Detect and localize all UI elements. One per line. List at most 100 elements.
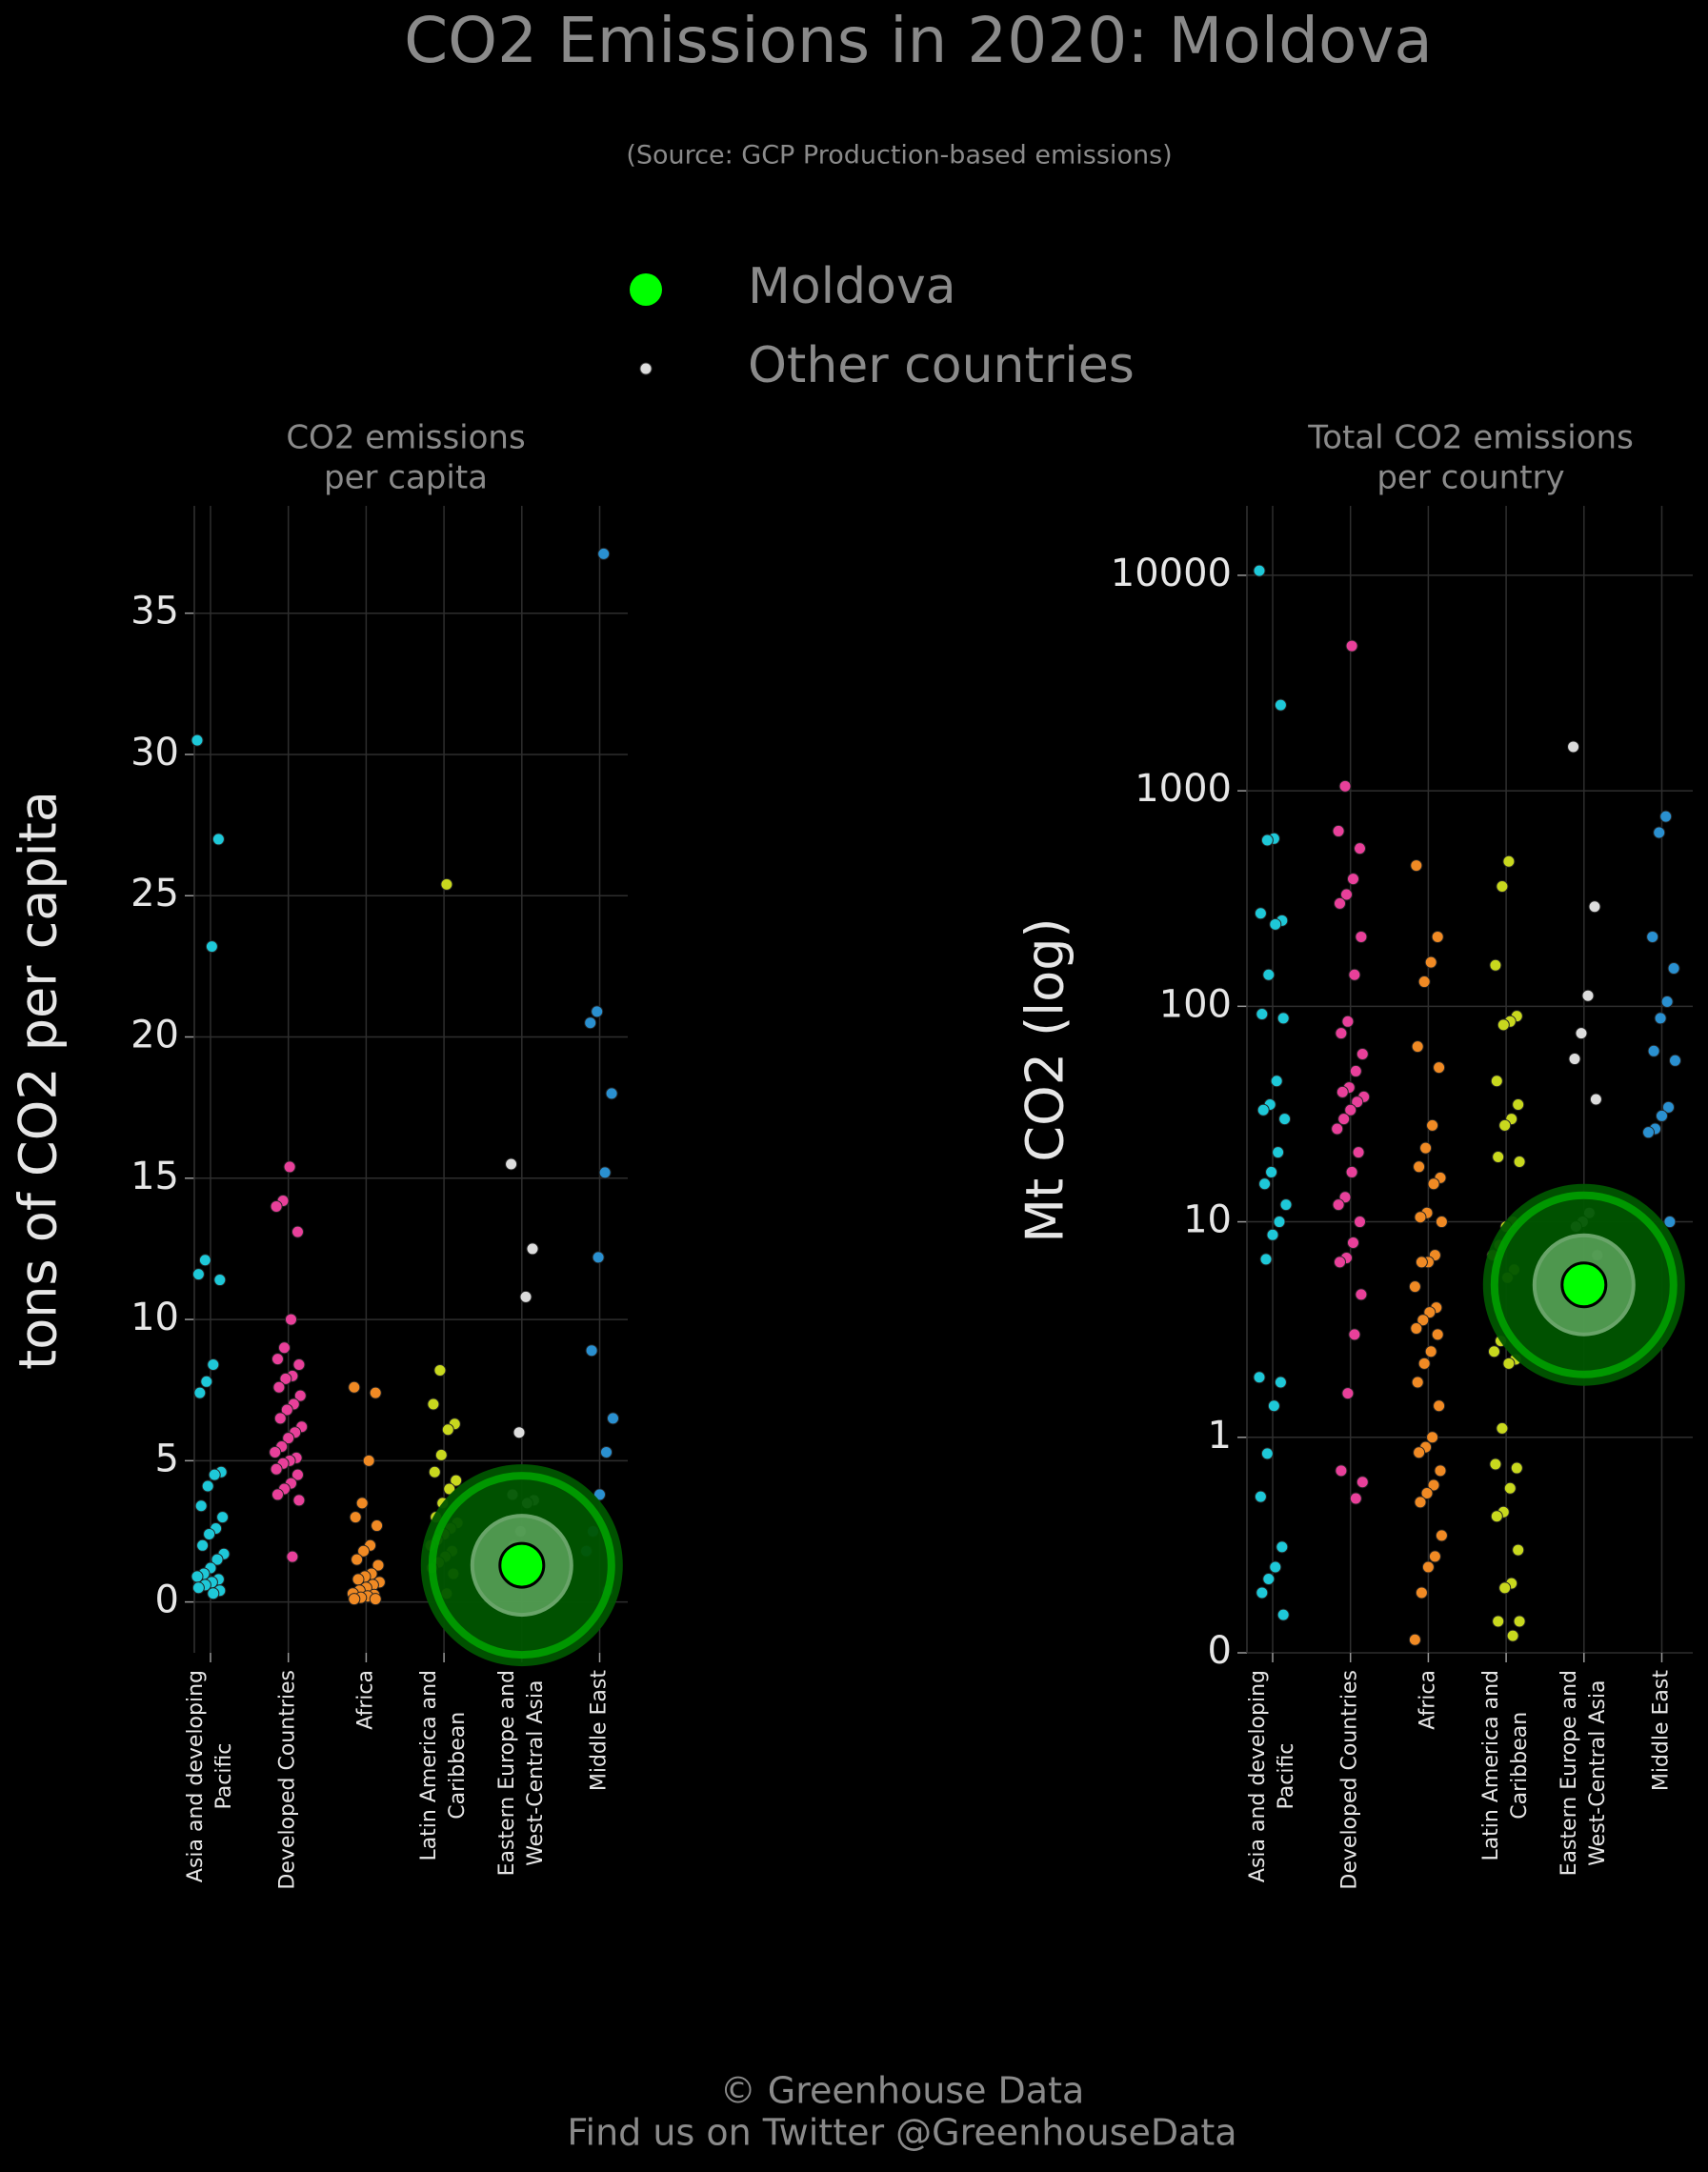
point	[273, 1412, 287, 1425]
point	[282, 1432, 295, 1445]
point	[1427, 1478, 1440, 1492]
point	[1434, 1464, 1447, 1478]
point	[1653, 826, 1666, 839]
panel-title: Total CO2 emissions	[1307, 419, 1634, 457]
x-tick-label: West-Central Asia	[524, 1680, 548, 1866]
x-tick-label: Eastern Europe and	[1557, 1670, 1581, 1876]
point	[1663, 1216, 1677, 1229]
point	[1654, 1012, 1667, 1025]
y-axis-label: Mt CO2 (log)	[1015, 917, 1075, 1242]
y-tick-label: 30	[131, 731, 179, 774]
footer: Find us on Twitter @GreenhouseData	[567, 2112, 1236, 2154]
point	[1581, 989, 1595, 1002]
point	[270, 1199, 283, 1213]
y-tick-label: 35	[131, 590, 179, 634]
point	[1497, 1018, 1510, 1032]
point	[1334, 1256, 1346, 1269]
point	[371, 1519, 384, 1533]
point	[1660, 996, 1674, 1009]
x-tick-label: Asia and developing	[184, 1670, 208, 1882]
point	[211, 1553, 224, 1566]
x-tick-label: Africa	[353, 1670, 377, 1730]
point	[1417, 1357, 1431, 1370]
point	[1272, 1146, 1285, 1159]
panel-title: CO2 emissions	[286, 419, 525, 457]
point	[1503, 1481, 1517, 1495]
point	[598, 1166, 612, 1179]
footer: © Greenhouse Data	[720, 2070, 1085, 2112]
y-tick-label: 5	[155, 1437, 179, 1480]
point	[1488, 1345, 1500, 1358]
point	[208, 1468, 221, 1481]
point	[1498, 1118, 1512, 1132]
point	[1431, 1328, 1444, 1341]
point	[1424, 955, 1437, 969]
point	[272, 1380, 286, 1394]
point	[1260, 834, 1274, 847]
x-tick-label: Middle East	[1650, 1670, 1674, 1792]
legend-marker	[630, 273, 662, 306]
point	[1260, 1447, 1274, 1460]
point	[196, 1538, 210, 1552]
point	[1426, 1431, 1439, 1444]
point	[1340, 888, 1353, 901]
point	[1408, 1280, 1421, 1294]
x-tick-label: Caribbean	[1508, 1712, 1532, 1820]
point	[355, 1497, 369, 1510]
point	[1269, 917, 1282, 931]
point	[1413, 1446, 1426, 1459]
point	[191, 734, 204, 747]
point	[1414, 1211, 1427, 1224]
point	[1259, 1253, 1273, 1266]
point	[600, 1445, 613, 1458]
point	[1414, 1496, 1427, 1509]
x-tick-label: Latin America and	[417, 1670, 441, 1861]
point	[1337, 1113, 1351, 1126]
point	[1656, 1109, 1668, 1122]
point	[1567, 740, 1580, 754]
point	[1279, 1198, 1293, 1212]
point	[1502, 1357, 1516, 1370]
y-tick-label: 100	[1159, 982, 1232, 1026]
point	[1356, 1476, 1369, 1489]
x-tick-label: Caribbean	[446, 1712, 470, 1820]
point	[1408, 1633, 1421, 1646]
x-tick-label: Middle East	[588, 1670, 612, 1792]
point	[1490, 1510, 1503, 1523]
panel-title: per capita	[324, 459, 488, 497]
y-tick-label: 10	[131, 1296, 179, 1339]
point	[1411, 1376, 1424, 1389]
point	[1276, 1012, 1290, 1025]
point	[1424, 1345, 1437, 1358]
point	[605, 1087, 618, 1100]
point	[1489, 1458, 1502, 1471]
point	[1433, 1061, 1446, 1075]
point	[372, 1559, 385, 1572]
point	[1410, 859, 1423, 873]
point	[450, 1474, 463, 1487]
point	[1253, 1371, 1266, 1384]
y-tick-label: 10	[1183, 1198, 1232, 1242]
point	[428, 1465, 441, 1478]
point	[1506, 1629, 1519, 1642]
point	[283, 1160, 296, 1174]
point	[1262, 968, 1276, 981]
point	[1269, 1560, 1282, 1574]
point	[1266, 1228, 1279, 1241]
point	[607, 1412, 619, 1425]
point	[1669, 1054, 1681, 1067]
x-tick-label: Developed Countries	[276, 1670, 300, 1890]
legend-label: Other countries	[748, 337, 1135, 394]
point	[270, 1462, 283, 1476]
point	[505, 1157, 518, 1171]
point	[1589, 1093, 1602, 1106]
point	[291, 1468, 304, 1481]
point	[292, 1358, 306, 1372]
point	[193, 1386, 207, 1399]
point	[1352, 1146, 1365, 1159]
point	[1435, 1529, 1448, 1542]
point	[1417, 975, 1431, 989]
x-tick-label: Africa	[1416, 1670, 1439, 1730]
point	[1349, 1492, 1362, 1505]
